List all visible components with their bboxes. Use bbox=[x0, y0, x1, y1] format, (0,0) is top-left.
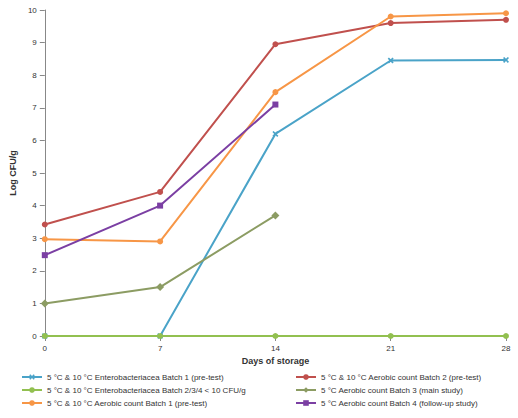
svg-text:5: 5 bbox=[32, 169, 37, 178]
svg-text:1: 1 bbox=[32, 299, 37, 308]
svg-text:7: 7 bbox=[32, 103, 37, 112]
svg-text:9: 9 bbox=[32, 38, 37, 47]
svg-text:28: 28 bbox=[502, 344, 511, 353]
svg-text:Days of storage: Days of storage bbox=[242, 356, 310, 366]
svg-text:2: 2 bbox=[32, 266, 37, 275]
svg-text:5 °C & 10 °C Aerobic count Bat: 5 °C & 10 °C Aerobic count Batch 2 (pre-… bbox=[321, 373, 482, 382]
svg-text:6: 6 bbox=[32, 136, 37, 145]
svg-text:0: 0 bbox=[32, 332, 37, 341]
svg-text:0: 0 bbox=[43, 344, 48, 353]
svg-text:7: 7 bbox=[158, 344, 163, 353]
svg-text:5 °C Aerobic count Batch 4 (fo: 5 °C Aerobic count Batch 4 (follow-up st… bbox=[321, 399, 478, 408]
svg-text:14: 14 bbox=[271, 344, 280, 353]
svg-text:8: 8 bbox=[32, 71, 37, 80]
svg-text:4: 4 bbox=[32, 201, 37, 210]
svg-text:Log CFU/g: Log CFU/g bbox=[8, 150, 18, 196]
svg-text:21: 21 bbox=[386, 344, 395, 353]
svg-text:10: 10 bbox=[28, 6, 37, 15]
svg-text:5 °C & 10 °C Enterobacteriacea: 5 °C & 10 °C Enterobacteriacea Batch 2/3… bbox=[47, 386, 246, 395]
svg-text:5 °C & 10 °C Aerobic count Bat: 5 °C & 10 °C Aerobic count Batch 1 (pre-… bbox=[47, 399, 208, 408]
svg-text:5 °C & 10 °C Enterobacteriacea: 5 °C & 10 °C Enterobacteriacea Batch 1 (… bbox=[47, 373, 224, 382]
svg-text:5 °C Aerobic count Batch 3 (ma: 5 °C Aerobic count Batch 3 (main study) bbox=[321, 386, 463, 395]
svg-text:3: 3 bbox=[32, 234, 37, 243]
